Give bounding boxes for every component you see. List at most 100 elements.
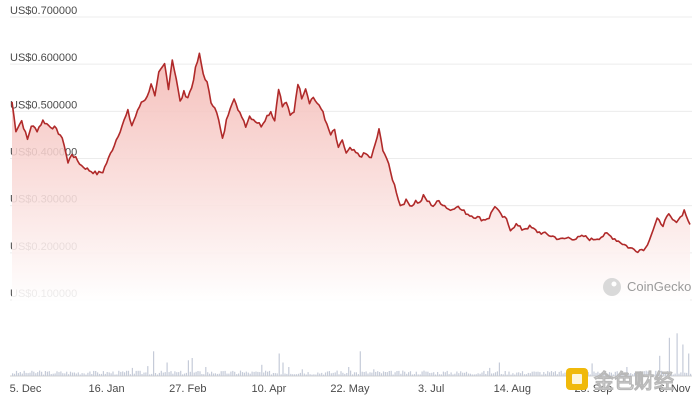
- volume-bar: [344, 373, 346, 376]
- volume-bar: [326, 371, 329, 376]
- volume-bar: [197, 371, 199, 376]
- volume-bar: [129, 374, 131, 376]
- volume-bar: [469, 373, 471, 376]
- volume-bar: [411, 374, 413, 376]
- volume-bar: [75, 373, 77, 376]
- volume-bar: [236, 374, 238, 376]
- volume-bar: [668, 337, 670, 377]
- volume-bar: [73, 372, 75, 376]
- volume-bar: [162, 372, 164, 376]
- volume-bar: [118, 370, 120, 376]
- volume-bar: [189, 371, 191, 376]
- volume-bar: [510, 374, 512, 376]
- volume-bar: [527, 372, 529, 376]
- price-line: [11, 52, 691, 254]
- volume-bar: [292, 374, 294, 376]
- volume-bar: [661, 370, 663, 376]
- volume-bar: [102, 371, 104, 376]
- volume-bars: [12, 333, 692, 377]
- volume-bar: [398, 370, 400, 376]
- volume-bar: [303, 373, 305, 376]
- volume-bar: [655, 370, 657, 376]
- volume-bar: [550, 371, 553, 376]
- volume-bar: [630, 373, 632, 376]
- volume-bar: [139, 370, 141, 376]
- volume-bar: [37, 372, 39, 376]
- volume-bar: [467, 373, 470, 376]
- volume-bar: [616, 371, 618, 376]
- volume-bar: [599, 373, 601, 376]
- volume-bar: [670, 371, 672, 376]
- volume-bar: [659, 355, 661, 377]
- volume-bar: [690, 373, 692, 376]
- volume-bar: [278, 353, 280, 376]
- volume-bar: [104, 373, 106, 376]
- volume-bar: [180, 370, 182, 376]
- volume-bar: [110, 373, 112, 376]
- volume-bar: [496, 371, 498, 376]
- volume-bar: [589, 374, 591, 376]
- volume-bar: [408, 372, 410, 376]
- volume-bar: [554, 371, 556, 376]
- volume-bar: [610, 372, 612, 376]
- volume-bar: [353, 372, 356, 376]
- volume-bar: [199, 371, 201, 376]
- volume-bar: [481, 372, 483, 376]
- volume-bar: [494, 372, 497, 376]
- volume-bar: [100, 373, 103, 376]
- volume-bar: [211, 371, 213, 376]
- volume-bar: [606, 373, 609, 376]
- volume-bar: [315, 374, 317, 376]
- volume-bar: [394, 372, 396, 376]
- volume-bar: [98, 373, 101, 376]
- volume-bar: [593, 371, 595, 376]
- volume-bar: [560, 370, 562, 376]
- volume-bar: [324, 372, 327, 376]
- volume-bar: [647, 371, 649, 376]
- volume-bar: [311, 374, 313, 376]
- volume-bar: [149, 374, 151, 376]
- volume-bar: [535, 371, 537, 376]
- volume-bar: [71, 372, 74, 376]
- volume-bar: [473, 374, 475, 376]
- volume-bar: [95, 371, 97, 376]
- volume-bar: [268, 370, 271, 376]
- x-tick-label: 16. Jan: [89, 383, 125, 395]
- volume-bar: [365, 371, 367, 376]
- volume-bar: [257, 371, 259, 376]
- volume-bar: [361, 371, 363, 376]
- volume-bar: [516, 372, 518, 376]
- volume-bar: [280, 374, 282, 376]
- volume-bar: [334, 372, 336, 376]
- volume-bar: [591, 363, 593, 376]
- volume-bar: [263, 372, 265, 376]
- volume-bar: [595, 372, 597, 376]
- volume-bar: [413, 374, 415, 376]
- volume-bar: [471, 374, 473, 376]
- volume-bar: [284, 373, 286, 376]
- volume-bar: [172, 373, 174, 376]
- volume-bar: [533, 371, 535, 376]
- volume-bar: [417, 374, 419, 376]
- volume-bar: [168, 372, 170, 376]
- volume-bar: [632, 374, 634, 376]
- volume-bar: [635, 373, 638, 376]
- volume-bar: [12, 373, 14, 376]
- volume-bar: [116, 374, 118, 376]
- volume-bar: [52, 373, 54, 376]
- volume-bar: [301, 369, 303, 377]
- volume-bar: [224, 370, 226, 376]
- volume-bar: [151, 373, 153, 376]
- volume-bar: [332, 372, 334, 376]
- volume-bar: [666, 371, 668, 376]
- volume-bar: [352, 374, 354, 376]
- volume-bar: [523, 374, 526, 376]
- x-tick-label: 14. Aug: [494, 383, 531, 395]
- volume-bar: [637, 373, 639, 376]
- volume-bar: [342, 372, 344, 376]
- volume-bar: [216, 373, 218, 376]
- volume-bar: [195, 371, 197, 376]
- volume-bar: [17, 373, 19, 376]
- volume-bar: [531, 371, 533, 376]
- volume-bar: [272, 373, 274, 376]
